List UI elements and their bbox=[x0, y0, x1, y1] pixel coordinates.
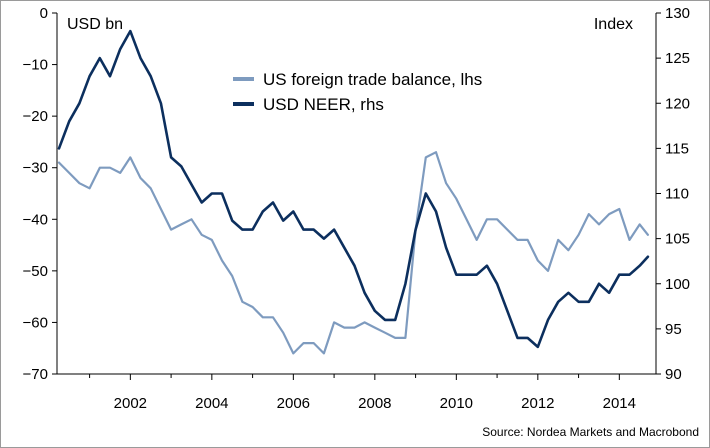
right-tick-label: 125 bbox=[665, 50, 690, 67]
axes-group bbox=[52, 12, 661, 380]
source-note: Source: Nordea Markets and Macrobond bbox=[482, 425, 699, 439]
right-tick-label: 100 bbox=[665, 276, 690, 293]
left-tick-label: −60 bbox=[23, 314, 48, 331]
left-tick-label: −70 bbox=[23, 366, 48, 383]
series-line-neer bbox=[57, 29, 650, 349]
x-tick-label: 2010 bbox=[440, 395, 473, 412]
series-layer bbox=[57, 29, 650, 355]
left-tick-label: −40 bbox=[23, 211, 48, 228]
series-line-trade-balance bbox=[57, 151, 650, 355]
right-axis-unit-label: Index bbox=[594, 16, 633, 33]
labels-group: 0 −10 −20 −30 −40 −50 −60 −70 90 95 100 105 110 115 12… bbox=[23, 5, 690, 412]
legend: US foreign trade balance, lhs USD NEER, … bbox=[233, 70, 482, 114]
x-tick-label: 2004 bbox=[195, 395, 228, 412]
left-tick-label: −30 bbox=[23, 160, 48, 177]
right-tick-label: 95 bbox=[665, 321, 682, 338]
legend-label-neer: USD NEER, rhs bbox=[263, 95, 384, 114]
right-tick-label: 130 bbox=[665, 5, 690, 22]
left-tick-label: −50 bbox=[23, 263, 48, 280]
legend-label-trade-balance: US foreign trade balance, lhs bbox=[263, 70, 482, 89]
left-tick-label: −10 bbox=[23, 57, 48, 74]
left-axis-unit-label: USD bn bbox=[67, 16, 123, 33]
right-tick-label: 120 bbox=[665, 95, 690, 112]
right-tick-label: 105 bbox=[665, 231, 690, 248]
right-tick-label: 90 bbox=[665, 366, 682, 383]
left-tick-label: −20 bbox=[23, 108, 48, 125]
right-tick-label: 115 bbox=[665, 140, 689, 157]
x-tick-label: 2006 bbox=[277, 395, 310, 412]
x-tick-label: 2012 bbox=[521, 395, 554, 412]
x-tick-label: 2014 bbox=[603, 395, 636, 412]
x-tick-label: 2002 bbox=[114, 395, 147, 412]
left-tick-label: 0 bbox=[40, 5, 48, 22]
right-tick-label: 110 bbox=[665, 186, 689, 203]
x-tick-label: 2008 bbox=[358, 395, 391, 412]
